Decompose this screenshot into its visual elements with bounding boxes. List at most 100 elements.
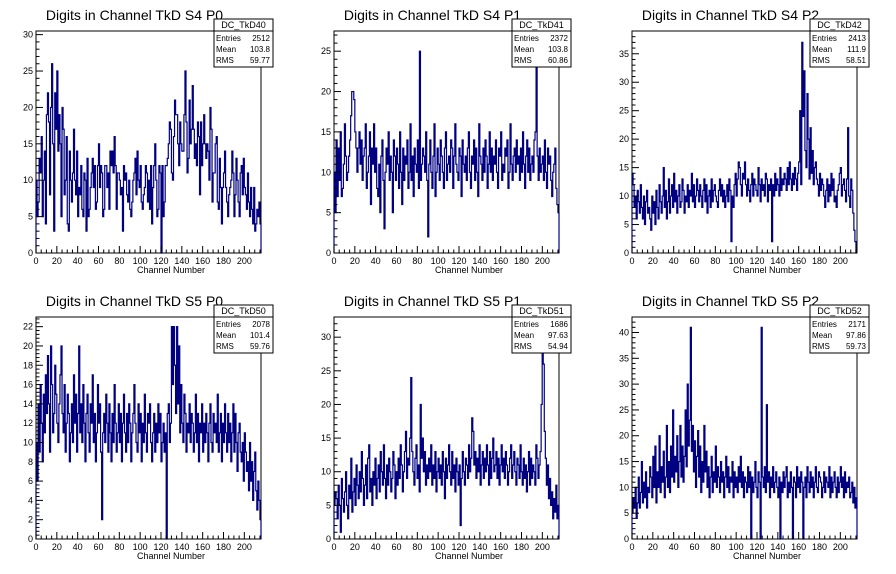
stats-rms-label: RMS [514,56,532,65]
stats-mean-value: 111.9 [847,45,866,54]
x-tick-label: 60 [93,256,103,266]
x-tick-label: 160 [791,542,806,552]
stats-rms-value: 59.76 [250,342,271,351]
y-tick-label: 18 [23,360,33,370]
stats-rms-value: 54.94 [548,342,569,351]
stats-box: DC_TkD50 Entries 2078 Mean 101.4 RMS 59.76 [213,304,274,354]
y-tick-label: 30 [23,30,33,40]
x-tick-label: 120 [749,256,764,266]
y-tick-label: 15 [23,139,33,149]
stats-entries-value: 2413 [848,34,866,43]
stats-box: DC_TkD51 Entries 1686 Mean 97.63 RMS 54.94 [511,304,572,354]
y-tick-label: 35 [619,49,629,59]
x-tick-label: 20 [52,256,62,266]
stats-box: DC_TkD41 Entries 2372 Mean 103.8 RMS 60.86 [511,18,572,68]
histogram-series [631,326,858,540]
stats-rms-label: RMS [216,56,234,65]
stats-entries-value: 1686 [550,320,568,329]
plot-title: Digits in Channel TkD S5 P1 [344,293,521,309]
stats-mean-label: Mean [514,331,534,340]
y-tick-label: 2 [28,515,33,525]
x-tick-label: 0 [629,542,634,552]
x-tick-label: 140 [472,542,487,552]
stats-box: DC_TkD52 Entries 2171 Mean 97.86 RMS 59.73 [809,304,870,354]
stats-box: DC_TkD42 Entries 2413 Mean 111.9 RMS 58.51 [809,18,870,68]
x-tick-label: 180 [216,542,231,552]
histogram-panel-4: Digits in Channel TkD S5 P00 20 40 60 80 100 1… [23,293,274,561]
y-tick-label: 16 [23,380,33,390]
stats-mean-value: 101.4 [250,331,271,340]
y-tick-label: 20 [23,102,33,112]
plot-frame [631,30,858,254]
histogram-series [333,50,560,253]
plot-frame [35,30,262,254]
stats-mean-value: 103.8 [250,45,271,54]
x-tick-label: 180 [812,256,827,266]
y-tick-label: 25 [619,405,629,415]
x-tick-label: 20 [52,542,62,552]
plot-title: Digits in Channel TkD S4 P2 [642,7,819,23]
x-tick-label: 60 [391,542,401,552]
histogram-panel-2: Digits in Channel TkD S4 P10 20 40 60 80 100 1… [321,7,572,275]
x-axis-label: Channel Number [137,265,205,275]
x-tick-label: 80 [114,542,124,552]
y-tick-label: 20 [23,341,33,351]
x-tick-label: 200 [535,542,550,552]
stats-mean-value: 103.8 [548,45,569,54]
x-tick-label: 80 [710,256,720,266]
x-tick-label: 100 [729,256,744,266]
y-tick-label: 15 [321,127,331,137]
stats-mean-label: Mean [514,45,534,54]
y-tick-label: 0 [326,534,331,544]
stats-entries-value: 2372 [550,34,568,43]
histogram-series [333,336,560,539]
x-tick-label: 160 [493,542,508,552]
stats-mean-label: Mean [812,331,832,340]
y-tick-label: 0 [624,534,629,544]
x-axis-label: Channel Number [435,551,503,561]
x-tick-label: 120 [749,542,764,552]
y-tick-label: 25 [321,366,331,376]
x-tick-label: 160 [195,542,210,552]
x-tick-label: 60 [689,256,699,266]
x-tick-label: 20 [648,256,658,266]
stats-rms-value: 58.51 [846,56,867,65]
x-tick-label: 80 [710,542,720,552]
x-tick-label: 40 [669,256,679,266]
x-tick-label: 0 [629,256,634,266]
y-tick-label: 20 [321,399,331,409]
x-tick-label: 40 [371,542,381,552]
y-tick-label: 0 [28,534,33,544]
plot-title: Digits in Channel TkD S5 P2 [642,293,819,309]
x-tick-label: 0 [331,256,336,266]
y-tick-label: 35 [619,353,629,363]
x-tick-label: 100 [431,542,446,552]
x-tick-label: 180 [514,542,529,552]
y-tick-label: 5 [624,220,629,230]
stats-entries-label: Entries [812,320,837,329]
plot-frame [333,30,560,254]
x-tick-label: 140 [472,256,487,266]
plot-frame [631,316,858,540]
stats-mean-label: Mean [216,331,236,340]
stats-name: DC_TkD42 [817,20,862,30]
stats-entries-label: Entries [812,34,837,43]
histogram-panel-3: Digits in Channel TkD S4 P2 0 20 40 60 80 100 1… [619,7,870,275]
stats-entries-label: Entries [514,320,539,329]
x-axis-label: Channel Number [733,265,801,275]
x-tick-label: 120 [451,256,466,266]
stats-name: DC_TkD52 [817,306,862,316]
y-tick-label: 25 [23,66,33,76]
x-tick-label: 120 [451,542,466,552]
y-tick-label: 5 [326,500,331,510]
stats-rms-value: 59.77 [250,56,271,65]
stats-mean-value: 97.86 [846,331,867,340]
y-tick-label: 10 [619,191,629,201]
stats-mean-value: 97.63 [548,331,569,340]
x-tick-label: 60 [93,542,103,552]
x-tick-label: 100 [431,256,446,266]
x-tick-label: 120 [153,256,168,266]
x-tick-label: 180 [216,256,231,266]
stats-rms-label: RMS [514,342,532,351]
